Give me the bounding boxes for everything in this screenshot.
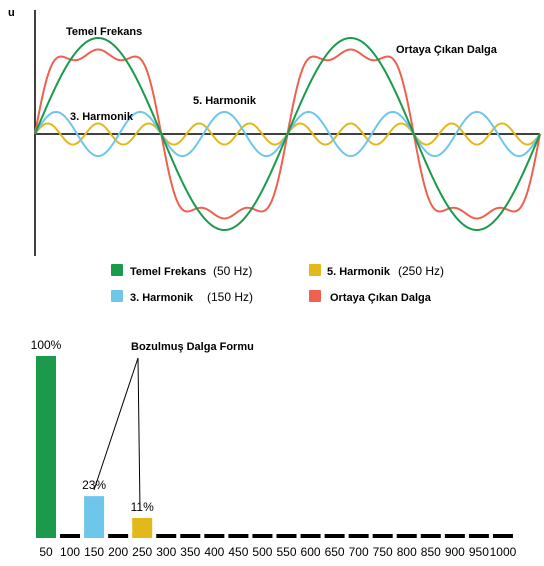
legend-item-h5: 5. Harmonik (250 Hz) [309, 264, 444, 278]
y-axis-label: u [8, 7, 15, 19]
legend-label-result: Ortaya Çıkan Dalga [330, 292, 432, 304]
legend-item-h3: 3. Harmonik (150 Hz) [111, 290, 253, 304]
tick-label-950: 950 [469, 545, 489, 559]
tick-label-800: 800 [397, 545, 417, 559]
pointer-line-h5 [137, 357, 141, 511]
legend-swatch-fundamental [111, 264, 123, 276]
legend-swatch-result [309, 290, 321, 302]
bar-300 [156, 534, 177, 538]
tick-label-500: 500 [252, 545, 272, 559]
bar-450 [228, 534, 249, 538]
bar-800 [396, 534, 417, 538]
series-fundamental-line [34, 37, 541, 231]
legend-label-h3: 3. Harmonik [130, 292, 194, 304]
bar-marks [36, 356, 513, 538]
legend-label-fundamental: Temel Frekans [130, 266, 206, 278]
tick-label-550: 550 [276, 545, 296, 559]
bar-chart: Bozulmuş Dalga Formu 50 100 150 200 250 300 35… [31, 338, 517, 559]
legend-item-fundamental: Temel Frekans (50 Hz) [111, 264, 252, 278]
bar-data-labels: 100% 23% 11% [31, 338, 154, 514]
bar-350 [180, 534, 201, 538]
tick-label-350: 350 [180, 545, 200, 559]
bar-650 [324, 534, 345, 538]
bar-1000 [492, 534, 513, 538]
tick-label-100: 100 [60, 545, 80, 559]
legend-label-h5: 5. Harmonik [327, 266, 391, 278]
bar-100 [60, 534, 81, 538]
tick-label-400: 400 [204, 545, 224, 559]
bar-50 [36, 356, 56, 538]
bar-950 [468, 534, 489, 538]
waveform-series [34, 37, 541, 231]
bar-900 [444, 534, 465, 538]
data-label-50: 100% [31, 338, 62, 352]
legend-item-result: Ortaya Çıkan Dalga [309, 290, 432, 304]
tick-label-450: 450 [228, 545, 248, 559]
legend-freq-h3: (150 Hz) [207, 290, 253, 304]
title-pointer-lines [93, 357, 141, 511]
bar-600 [300, 534, 321, 538]
annotation-h5: 5. Harmonik [193, 95, 257, 107]
data-label-250: 11% [131, 500, 154, 514]
bar-500 [252, 534, 273, 538]
bar-150 [84, 496, 105, 538]
tick-label-700: 700 [349, 545, 369, 559]
legend-freq-fundamental: (50 Hz) [213, 264, 252, 278]
bar-200 [108, 534, 129, 538]
legend: Temel Frekans (50 Hz) 5. Harmonik (250 H… [111, 264, 444, 304]
bar-250 [132, 517, 153, 538]
bar-550 [276, 534, 297, 538]
tick-label-650: 650 [325, 545, 345, 559]
tick-label-200: 200 [108, 545, 128, 559]
waveform-chart: u Temel Frekans Ortaya Çıkan Dalga 3. Ha… [8, 7, 541, 304]
tick-label-300: 300 [156, 545, 176, 559]
legend-freq-h5: (250 Hz) [398, 264, 444, 278]
data-label-150: 23% [82, 478, 106, 492]
annotation-result: Ortaya Çıkan Dalga [396, 44, 498, 56]
bar-400 [204, 534, 225, 538]
annotation-h3: 3. Harmonik [70, 111, 134, 123]
bar-tick-labels: 50 100 150 200 250 300 350 400 450 500 550 600 650 70… [39, 545, 516, 559]
tick-label-50: 50 [39, 545, 53, 559]
bar-750 [372, 534, 393, 538]
tick-label-600: 600 [301, 545, 321, 559]
tick-label-1000: 1000 [490, 545, 517, 559]
annotation-fundamental: Temel Frekans [66, 26, 142, 38]
bar-850 [420, 534, 441, 538]
bar-700 [348, 534, 369, 538]
tick-label-850: 850 [421, 545, 441, 559]
tick-label-750: 750 [373, 545, 393, 559]
tick-label-150: 150 [84, 545, 104, 559]
tick-label-900: 900 [445, 545, 465, 559]
tick-label-250: 250 [132, 545, 152, 559]
legend-swatch-h5 [309, 264, 321, 276]
legend-swatch-h3 [111, 290, 123, 302]
bar-chart-title: Bozulmuş Dalga Formu [131, 341, 254, 353]
pointer-line-h3 [93, 357, 139, 491]
